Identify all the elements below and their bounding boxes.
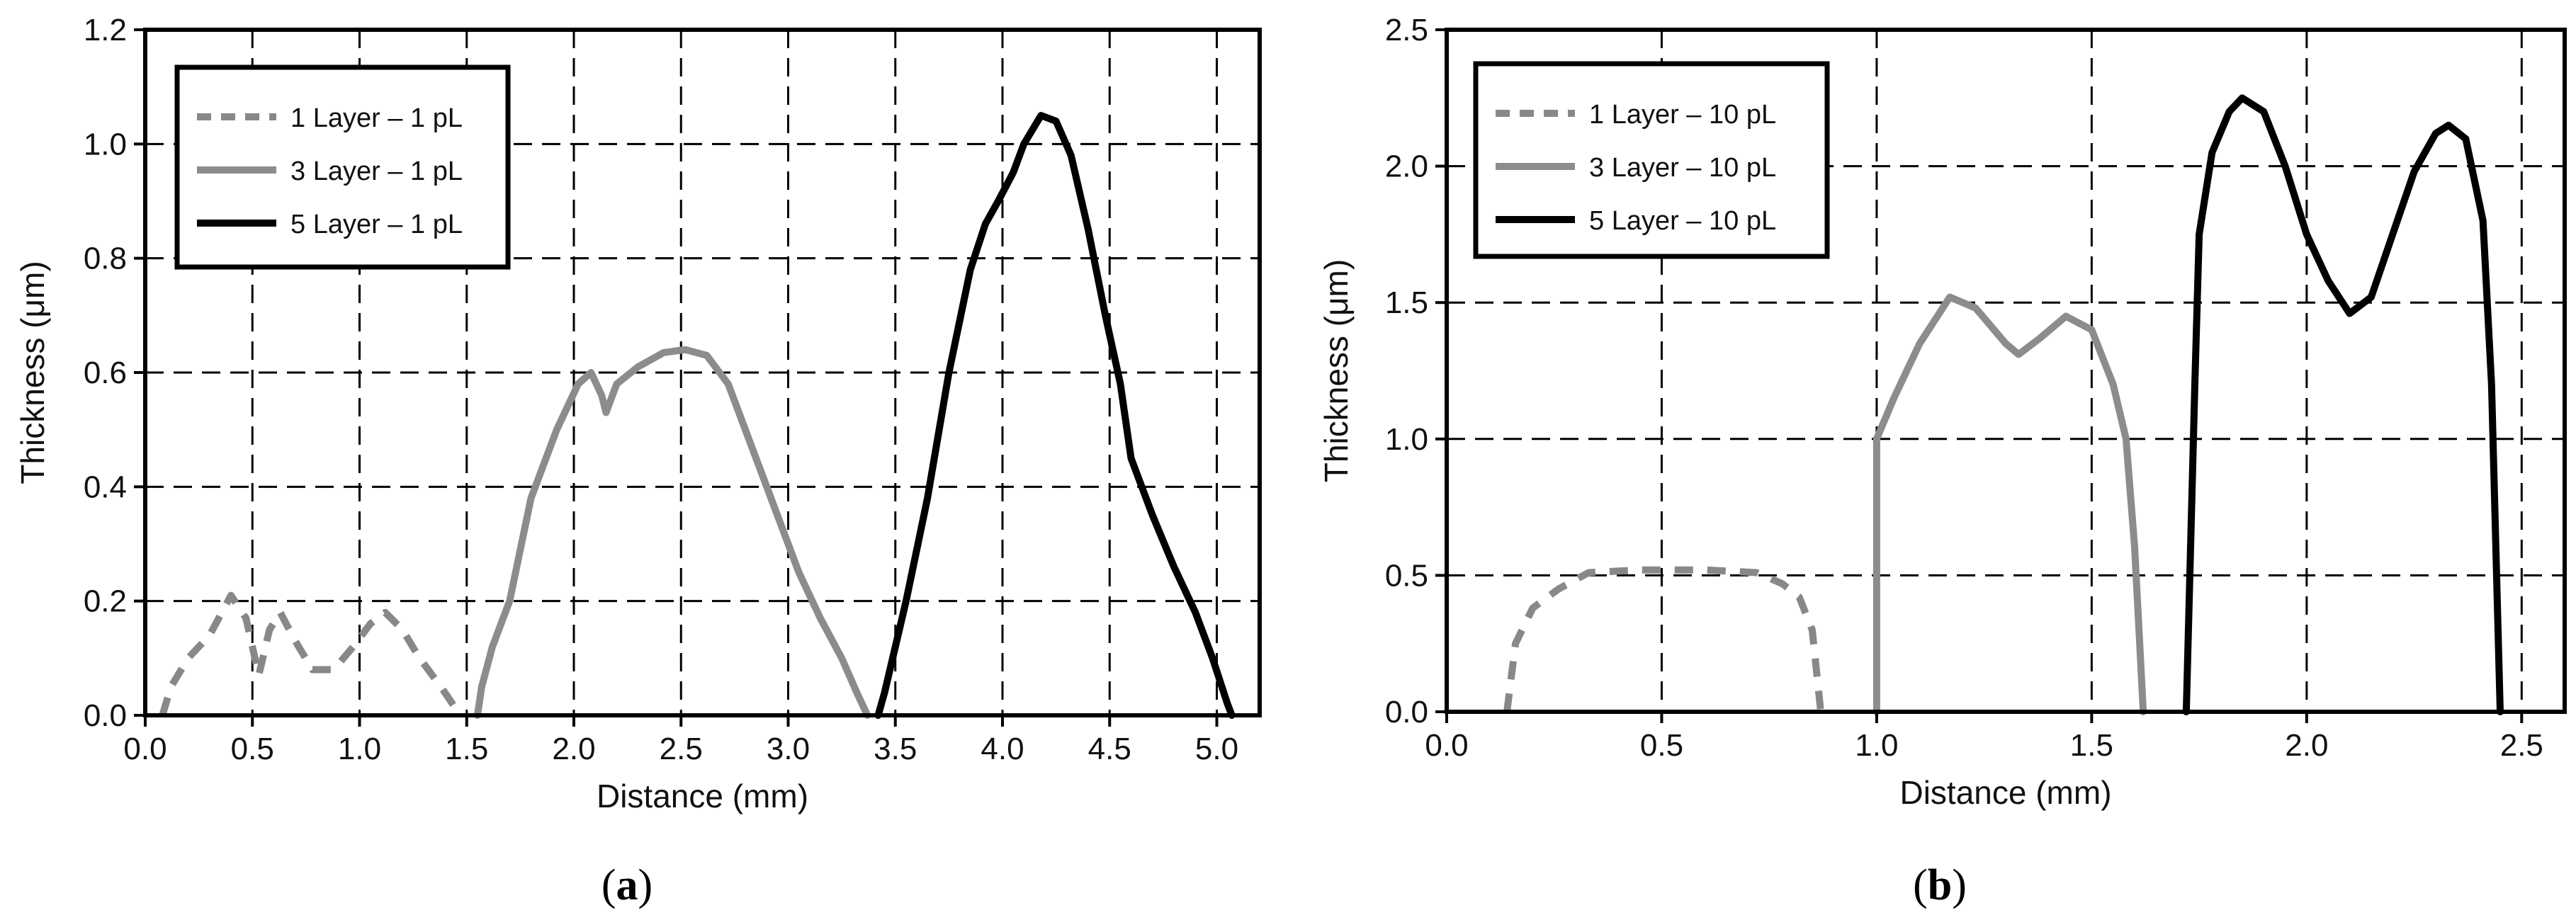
x-tick-label: 2.5 <box>660 732 703 766</box>
y-tick-label: 0.4 <box>84 470 127 504</box>
y-tick-label: 0.0 <box>1385 695 1428 729</box>
chart-panel-a <box>134 28 1262 727</box>
x-tick-label: 3.5 <box>874 732 917 766</box>
series-line-3 <box>2182 94 2504 715</box>
y-axis-label: Thickness (μm) <box>1318 259 1355 482</box>
panel-label-letter: b <box>1928 861 1952 909</box>
x-tick-label: 2.0 <box>552 732 595 766</box>
series-line-3 <box>874 112 1236 719</box>
panel-label-letter: a <box>616 861 638 909</box>
x-tick-label: 1.0 <box>1855 728 1898 763</box>
legend-label-2: 3 Layer – 1 pL <box>290 157 463 186</box>
y-tick-label: 0.5 <box>1385 558 1428 593</box>
x-tick-label: 0.5 <box>1640 728 1683 763</box>
y-tick-label: 1.2 <box>84 13 127 47</box>
y-tick-label: 0.6 <box>84 356 127 390</box>
y-tick-label: 2.5 <box>1385 13 1428 47</box>
x-tick-label: 2.0 <box>2285 728 2328 763</box>
x-tick-label: 3.0 <box>767 732 810 766</box>
x-tick-label: 2.5 <box>2500 728 2543 763</box>
legend-label-3: 5 Layer – 10 pL <box>1589 206 1776 236</box>
legend-label-1: 1 Layer – 10 pL <box>1589 100 1776 130</box>
legend-label-2: 3 Layer – 10 pL <box>1589 153 1776 183</box>
x-tick-label: 5.0 <box>1195 732 1238 766</box>
x-tick-label: 0.5 <box>231 732 274 766</box>
x-axis-label: Distance (mm) <box>597 778 808 814</box>
y-axis-label: Thickness (μm) <box>14 261 51 484</box>
legend-label-1: 1 Layer – 1 pL <box>290 103 463 133</box>
legend-label-3: 5 Layer – 1 pL <box>290 210 463 239</box>
y-tick-label: 0.2 <box>84 584 127 619</box>
x-tick-label: 1.0 <box>338 732 381 766</box>
series-line-2 <box>473 346 871 719</box>
legend-box <box>1473 61 1830 259</box>
y-tick-label: 1.5 <box>1385 285 1428 320</box>
series-line-2 <box>1872 293 2147 715</box>
y-tick-label: 1.0 <box>84 127 127 161</box>
panel-label: (b) <box>1913 861 1967 909</box>
x-tick-label: 0.0 <box>1425 728 1468 763</box>
y-tick-label: 1.0 <box>1385 422 1428 457</box>
x-tick-label: 1.5 <box>2070 728 2113 763</box>
chart-panel-b <box>1435 28 2567 723</box>
panel-label: (a) <box>601 861 653 909</box>
series-line-1 <box>159 591 463 717</box>
y-tick-label: 0.8 <box>84 242 127 276</box>
plot-frame <box>1445 28 2567 714</box>
y-tick-label: 0.0 <box>84 698 127 733</box>
x-axis-label: Distance (mm) <box>1899 774 2111 811</box>
x-tick-label: 1.5 <box>445 732 488 766</box>
x-tick-label: 4.5 <box>1088 732 1131 766</box>
x-tick-label: 4.0 <box>981 732 1024 766</box>
x-tick-label: 0.0 <box>123 732 166 766</box>
y-tick-label: 2.0 <box>1385 149 1428 184</box>
series-line-1 <box>1503 566 1824 712</box>
